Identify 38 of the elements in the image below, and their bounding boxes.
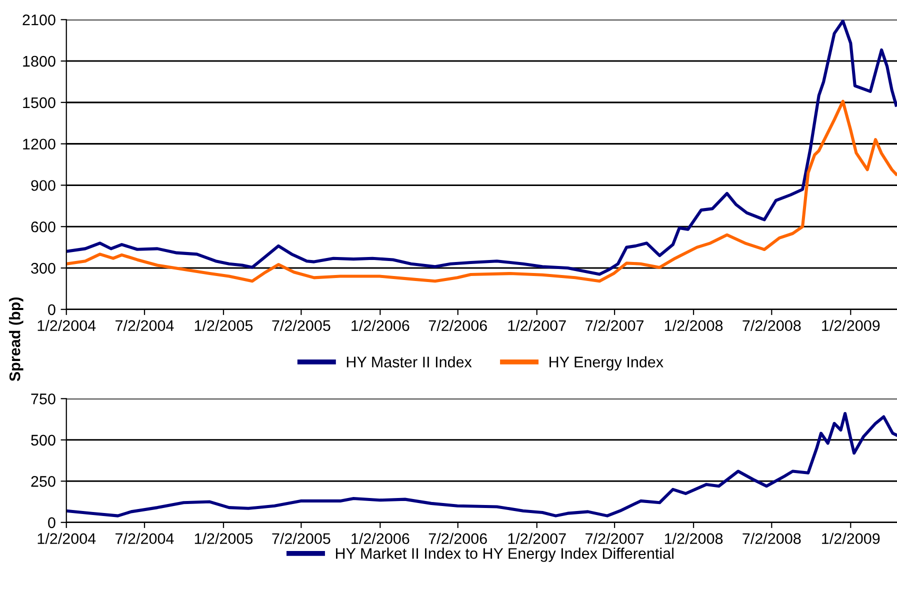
x-tick-label: 7/2/2006 [428, 320, 487, 332]
x-tick-label: 1/2/2009 [822, 532, 880, 544]
y-tick-label: 1200 [23, 138, 56, 150]
legend-label: HY Energy Index [550, 356, 664, 370]
y-tick-label: 300 [31, 262, 56, 274]
y-tick-label: 250 [31, 476, 56, 487]
x-tick-label: 1/2/2007 [508, 532, 566, 544]
y-tick-label: 900 [31, 180, 56, 191]
x-tick-label: 1/2/2008 [664, 320, 723, 332]
x-tick-label: 7/2/2004 [116, 320, 174, 332]
x-tick-label: 7/2/2007 [586, 532, 644, 544]
y-tick-label: 0 [48, 304, 56, 316]
x-tick-label: 7/2/2008 [742, 320, 801, 332]
x-tick-label: 7/2/2006 [428, 532, 487, 544]
y-tick-label: 2100 [22, 14, 56, 26]
y-tick-label: 600 [31, 221, 56, 232]
x-tick-label: 1/2/2008 [664, 532, 723, 544]
y-tick-label: 0 [48, 517, 56, 528]
y-tick-label: 1800 [23, 56, 56, 67]
x-tick-label: 1/2/2006 [352, 532, 410, 544]
x-tick-label: 7/2/2007 [586, 320, 644, 332]
x-tick-label: 1/2/2004 [38, 532, 96, 544]
legend-label: HY Master II Index [346, 356, 472, 368]
x-tick-label: 1/2/2007 [508, 320, 566, 332]
y-tick-label: 750 [31, 394, 56, 404]
x-tick-label: 7/2/2004 [116, 532, 174, 544]
y-axis-title: Spread (bp) [9, 297, 24, 382]
legend-label: HY Market II Index to HY Energy Index Differential [336, 548, 674, 562]
x-tick-label: 7/2/2005 [272, 532, 330, 544]
x-tick-label: 1/2/2004 [38, 320, 96, 332]
x-tick-label: 1/2/2006 [352, 320, 410, 332]
x-tick-label: 1/2/2005 [194, 320, 253, 332]
x-tick-label: 1/2/2009 [822, 320, 880, 332]
y-tick-label: 500 [31, 434, 56, 446]
x-tick-label: 1/2/2005 [194, 532, 253, 544]
y-tick-label: 1500 [23, 97, 56, 108]
x-tick-label: 7/2/2005 [272, 320, 330, 332]
x-tick-label: 7/2/2008 [742, 532, 801, 544]
